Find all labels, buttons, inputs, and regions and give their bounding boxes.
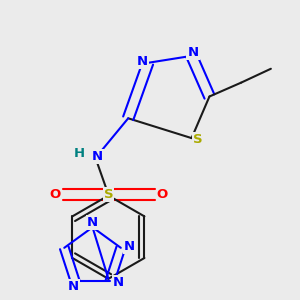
Text: N: N bbox=[87, 216, 98, 229]
Text: O: O bbox=[50, 188, 61, 201]
Text: S: S bbox=[103, 188, 113, 201]
Text: N: N bbox=[188, 46, 199, 59]
Text: N: N bbox=[113, 276, 124, 289]
Text: S: S bbox=[193, 133, 203, 146]
Text: N: N bbox=[92, 150, 103, 163]
Text: N: N bbox=[136, 55, 148, 68]
Text: H: H bbox=[74, 147, 85, 160]
Text: N: N bbox=[124, 240, 135, 253]
Text: O: O bbox=[157, 188, 168, 201]
Text: N: N bbox=[68, 280, 79, 293]
